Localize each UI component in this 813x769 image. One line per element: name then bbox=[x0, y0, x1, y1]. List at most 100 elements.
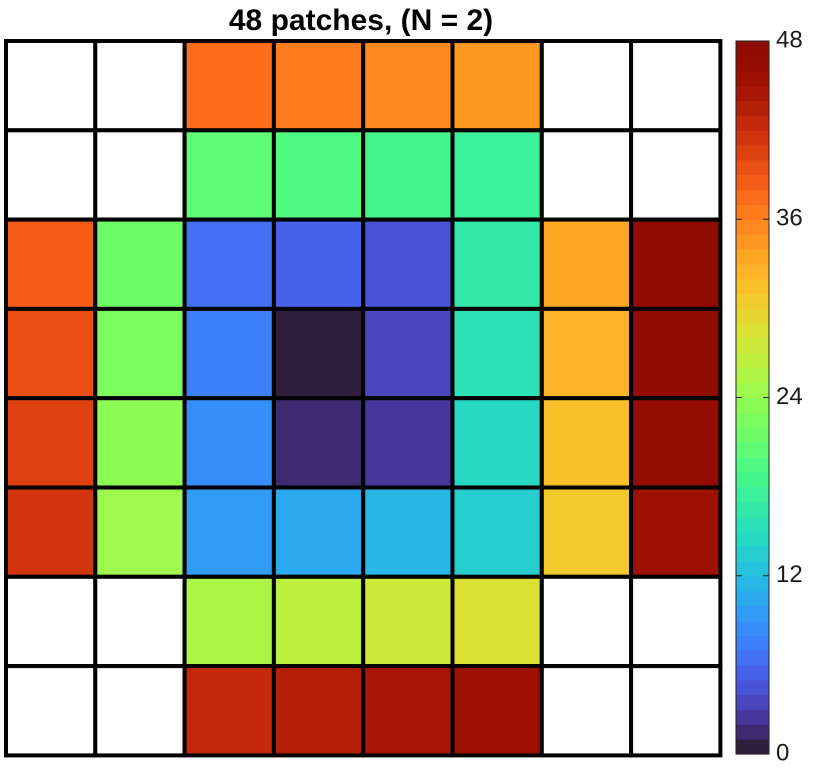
colorbar-segment bbox=[736, 41, 769, 57]
heatmap-cell bbox=[629, 306, 723, 401]
colorbar-segment bbox=[736, 605, 769, 621]
colorbar-segment bbox=[736, 130, 769, 146]
heatmap-cell bbox=[4, 217, 98, 311]
colorbar-segment bbox=[736, 650, 769, 666]
colorbar-segment bbox=[736, 338, 769, 354]
colorbar-segment bbox=[736, 144, 769, 161]
colorbar-segment bbox=[736, 471, 769, 488]
heatmap-cell bbox=[450, 574, 544, 669]
heatmap-cells bbox=[4, 39, 723, 758]
heatmap-cell bbox=[539, 306, 634, 401]
heatmap-cell bbox=[271, 306, 366, 401]
heatmap-cell bbox=[182, 574, 276, 669]
heatmap-cell bbox=[93, 306, 187, 401]
colorbar-segment bbox=[736, 234, 769, 250]
empty-cell bbox=[4, 39, 98, 133]
colorbar-segment bbox=[736, 531, 769, 547]
empty-cell bbox=[93, 39, 187, 133]
colorbar-segment bbox=[736, 263, 769, 280]
empty-cell bbox=[629, 128, 723, 222]
colorbar-segment bbox=[736, 248, 769, 265]
colorbar-segment bbox=[736, 486, 769, 503]
colorbar-segment bbox=[736, 739, 769, 755]
heatmap-cell bbox=[450, 39, 544, 133]
colorbar-tick-label: 36 bbox=[776, 205, 803, 232]
heatmap-cell bbox=[182, 664, 276, 758]
heatmap-cell bbox=[629, 396, 723, 490]
heatmap-cell bbox=[361, 217, 455, 311]
heatmap-cell bbox=[539, 217, 634, 311]
colorbar-segment bbox=[736, 590, 769, 607]
heatmap-cell bbox=[629, 485, 723, 579]
colorbar-tick-label: 12 bbox=[776, 561, 803, 588]
empty-cell bbox=[93, 128, 187, 222]
colorbar-segment bbox=[736, 575, 769, 592]
colorbar-segment bbox=[736, 560, 769, 577]
empty-cell bbox=[93, 574, 187, 669]
heatmap-cell bbox=[450, 128, 544, 222]
colorbar-segment bbox=[736, 412, 769, 428]
colorbar-segment bbox=[736, 620, 769, 636]
empty-cell bbox=[539, 664, 634, 758]
heatmap-cell bbox=[182, 485, 276, 579]
empty-cell bbox=[539, 128, 634, 222]
colorbar-segment bbox=[736, 293, 769, 309]
empty-cell bbox=[4, 664, 98, 758]
heatmap-cell bbox=[361, 664, 455, 758]
heatmap-cell bbox=[182, 396, 276, 490]
colorbar-tick-label: 24 bbox=[776, 383, 803, 410]
colorbar-segment bbox=[736, 664, 769, 681]
colorbar-segment bbox=[736, 709, 769, 725]
colorbar-segment bbox=[736, 323, 769, 339]
heatmap-cell bbox=[450, 664, 544, 758]
colorbar-segment bbox=[736, 456, 769, 473]
heatmap-cell bbox=[93, 485, 187, 579]
colorbar-segment bbox=[736, 501, 769, 517]
heatmap-cell bbox=[271, 39, 366, 133]
heatmap-cell bbox=[271, 396, 366, 490]
heatmap-cell bbox=[93, 217, 187, 311]
heatmap-cell bbox=[361, 306, 455, 401]
colorbar-segment bbox=[736, 174, 769, 191]
chart-title: 48 patches, (N = 2) bbox=[229, 4, 493, 37]
colorbar-segment bbox=[736, 159, 769, 176]
colorbar-segment bbox=[736, 219, 769, 235]
heatmap-cell bbox=[182, 39, 276, 133]
colorbar-segment bbox=[736, 308, 769, 324]
colorbar-segment bbox=[736, 635, 769, 651]
colorbar-segment bbox=[736, 442, 769, 458]
empty-cell bbox=[4, 574, 98, 669]
heatmap-cell bbox=[271, 574, 366, 669]
colorbar-segment bbox=[736, 115, 769, 131]
empty-cell bbox=[4, 128, 98, 222]
colorbar-tick-label: 48 bbox=[776, 26, 803, 53]
colorbar-segment bbox=[736, 382, 769, 399]
colorbar-segment bbox=[736, 100, 769, 116]
colorbar-segment bbox=[736, 55, 769, 72]
heatmap-cell bbox=[93, 396, 187, 490]
heatmap-cell bbox=[539, 396, 634, 490]
colorbar-segment bbox=[736, 397, 769, 413]
colorbar-segment bbox=[736, 694, 769, 711]
heatmap-cell bbox=[361, 39, 455, 133]
heatmap-cell bbox=[450, 485, 544, 579]
colorbar-segment bbox=[736, 85, 769, 102]
colorbar-segment bbox=[736, 189, 769, 205]
colorbar-segment bbox=[736, 367, 769, 384]
colorbar-segment bbox=[736, 679, 769, 696]
colorbar-segment bbox=[736, 70, 769, 87]
empty-cell bbox=[629, 664, 723, 758]
heatmap-cell bbox=[450, 217, 544, 311]
heatmap-cell bbox=[361, 396, 455, 490]
heatmap-cell bbox=[4, 306, 98, 401]
heatmap-cell bbox=[182, 128, 276, 222]
colorbar-segment bbox=[736, 724, 769, 740]
heatmap-cell bbox=[4, 485, 98, 579]
heatmap-cell bbox=[182, 306, 276, 401]
colorbar-segment bbox=[736, 427, 769, 443]
colorbar-segment bbox=[736, 352, 769, 369]
empty-cell bbox=[629, 574, 723, 669]
heatmap-cell bbox=[361, 574, 455, 669]
empty-cell bbox=[629, 39, 723, 133]
